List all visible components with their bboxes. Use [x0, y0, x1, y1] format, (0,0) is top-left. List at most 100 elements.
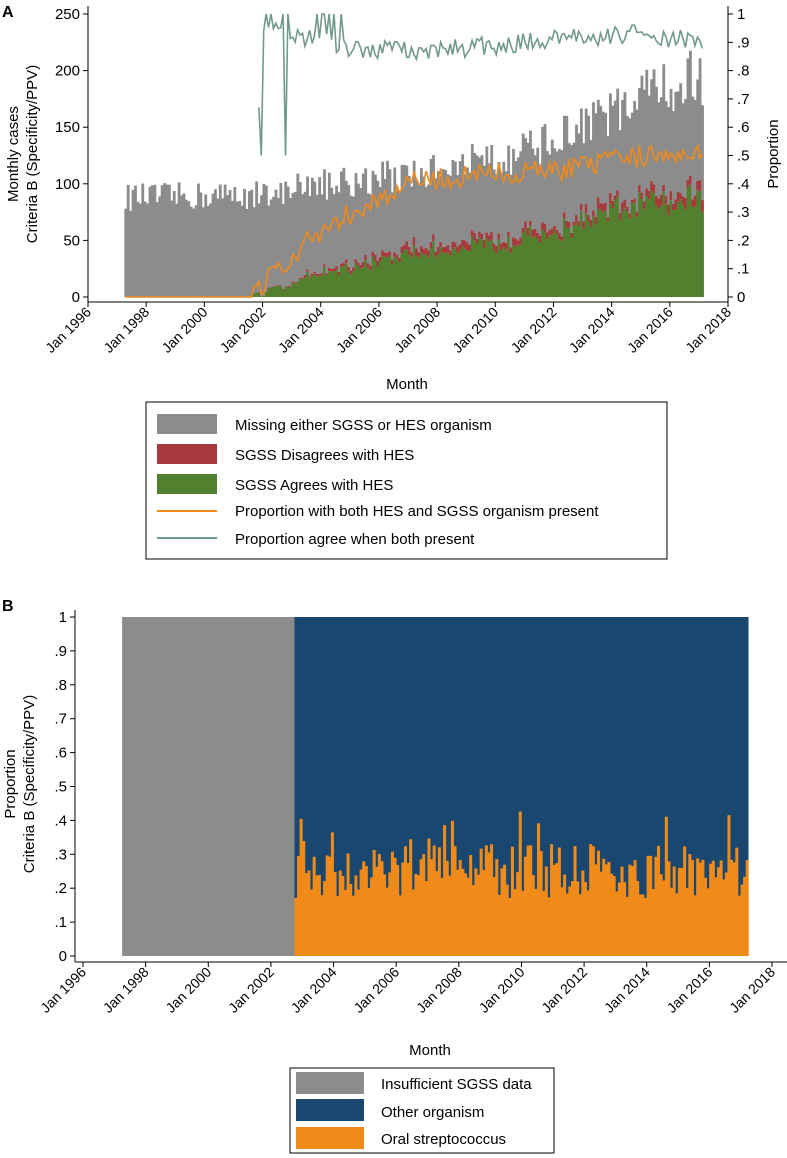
bar-missing — [361, 173, 365, 262]
bar-missing — [226, 195, 229, 297]
bar-sgss-disagrees — [681, 196, 685, 206]
bar-sgss-agrees — [698, 190, 702, 297]
bar-missing — [623, 92, 627, 200]
bar-missing — [378, 187, 382, 257]
bar-oral-streptococcus — [500, 868, 504, 956]
bar-sgss-agrees — [269, 287, 273, 297]
bar-missing — [347, 185, 351, 267]
bar-missing — [146, 203, 149, 297]
bar-sgss-disagrees — [679, 193, 683, 200]
bar-oral-streptococcus — [430, 859, 434, 956]
bar-sgss-agrees — [565, 227, 569, 297]
bar-sgss-disagrees — [550, 228, 554, 235]
bar-sgss-disagrees — [638, 185, 641, 193]
bar-oral-streptococcus — [505, 884, 509, 956]
bar-sgss-disagrees — [584, 204, 588, 214]
bar-sgss-agrees — [635, 216, 639, 297]
bar-sgss-agrees — [582, 228, 586, 297]
bar-sgss-disagrees — [577, 221, 581, 227]
bar-missing — [558, 148, 561, 233]
bar-oral-streptococcus — [581, 870, 585, 956]
bar-oral-streptococcus — [633, 860, 637, 956]
bar-oral-streptococcus — [607, 862, 611, 956]
bar-sgss-disagrees — [642, 201, 646, 209]
bar-sgss-disagrees — [327, 267, 331, 272]
bar-missing — [175, 203, 179, 297]
bar-sgss-disagrees — [456, 246, 460, 254]
bar-oral-streptococcus — [724, 872, 728, 956]
bar-sgss-agrees — [628, 218, 632, 297]
bar-missing — [373, 174, 377, 255]
bar-oral-streptococcus — [406, 862, 410, 956]
bar-missing — [216, 198, 220, 297]
bar-sgss-agrees — [291, 282, 295, 297]
bar-missing — [206, 205, 210, 297]
panel-a-x-tick-label: Jan 2010 — [449, 304, 501, 356]
bar-sgss-disagrees — [635, 211, 639, 217]
bar-sgss-disagrees — [696, 180, 700, 191]
bar-missing — [257, 203, 261, 292]
bar-missing — [449, 175, 452, 251]
panel-b-ylabel-line1: Proportion — [2, 749, 19, 818]
panel-a-y2-tick-label: .4 — [737, 176, 750, 193]
bar-missing — [330, 187, 334, 269]
bar-sgss-disagrees — [306, 269, 309, 272]
bar-sgss-agrees — [393, 256, 397, 297]
bar-oral-streptococcus — [675, 893, 679, 956]
bar-missing — [473, 153, 477, 233]
bar-missing — [148, 186, 152, 297]
bar-sgss-disagrees — [567, 221, 571, 228]
panel-b-y-tick-label: .7 — [54, 711, 67, 728]
bar-missing — [405, 165, 409, 242]
bar-missing — [262, 183, 266, 296]
bar-oral-streptococcus — [573, 846, 577, 956]
bar-sgss-agrees — [679, 199, 683, 297]
bar-missing — [439, 175, 443, 242]
panel-b-x-ticks: Jan 1996 Jan 1998 Jan 2000 Jan 2002 Jan 2004… — [37, 962, 778, 1016]
bar-sgss-agrees — [621, 212, 624, 297]
bar-missing — [412, 160, 416, 238]
bar-sgss-agrees — [412, 245, 416, 297]
panel-a-y-ticks: 0 50 100 150 200 250 — [55, 6, 88, 306]
bar-missing — [492, 169, 496, 244]
bar-sgss-agrees — [512, 245, 515, 297]
bar-sgss-disagrees — [599, 203, 603, 210]
bar-sgss-disagrees — [320, 273, 324, 276]
bar-sgss-agrees — [323, 266, 326, 297]
bar-missing — [260, 195, 263, 297]
bar-sgss-disagrees — [589, 219, 593, 227]
bar-sgss-agrees — [553, 229, 557, 297]
bar-missing — [407, 175, 411, 247]
bar-missing — [461, 154, 465, 240]
bar-sgss-disagrees — [688, 175, 692, 185]
bar-sgss-disagrees — [301, 277, 305, 279]
bar-oral-streptococcus — [615, 891, 619, 956]
bar-sgss-agrees — [388, 255, 392, 297]
bar-oral-streptococcus — [732, 862, 736, 956]
bar-sgss-disagrees — [669, 191, 673, 201]
bar-missing — [136, 201, 140, 297]
bar-missing — [630, 112, 634, 200]
bar-sgss-agrees — [415, 255, 418, 297]
bar-oral-streptococcus — [620, 866, 624, 956]
bar-missing — [647, 95, 651, 192]
bar-oral-streptococcus — [346, 853, 350, 956]
bar-missing — [235, 201, 239, 297]
bar-sgss-disagrees — [647, 191, 651, 200]
bar-missing — [432, 155, 435, 235]
bar-oral-streptococcus — [518, 811, 522, 956]
bar-sgss-disagrees — [318, 273, 322, 276]
bar-missing — [456, 175, 460, 247]
bar-sgss-agrees — [599, 209, 603, 297]
bar-missing — [180, 195, 183, 297]
bar-sgss-agrees — [485, 238, 489, 297]
bar-missing — [238, 201, 242, 297]
bar-oral-streptococcus — [560, 887, 564, 956]
bar-sgss-disagrees — [293, 282, 297, 284]
bar-missing — [490, 144, 494, 232]
bar-missing — [594, 113, 598, 217]
bar-sgss-disagrees — [349, 270, 353, 275]
bar-sgss-agrees — [466, 250, 469, 297]
bar-missing — [126, 184, 130, 297]
bar-sgss-disagrees — [512, 237, 515, 246]
